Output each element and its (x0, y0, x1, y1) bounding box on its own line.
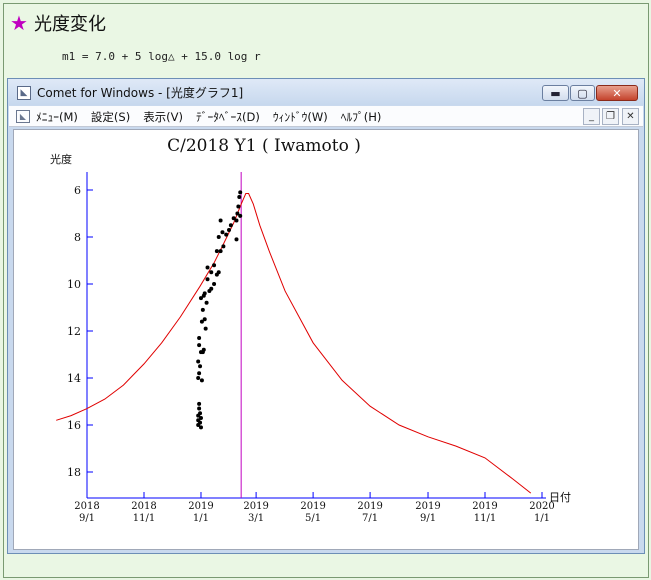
menu-item-menu[interactable]: ﾒﾆｭｰ(M) (36, 110, 78, 124)
observation-point (196, 359, 201, 364)
y-tick-label: 12 (67, 325, 81, 338)
observation-point (203, 326, 208, 331)
menu-item-window[interactable]: ｳｨﾝﾄﾞｳ(W) (272, 110, 328, 124)
observation-point (212, 263, 217, 268)
observation-point (218, 249, 223, 254)
maximize-icon[interactable]: ▢ (570, 85, 595, 101)
observation-point (216, 235, 221, 239)
menu-item-settings[interactable]: 設定(S) (90, 110, 131, 124)
observation-point (238, 213, 243, 218)
x-tick-label-year: 2019 (472, 501, 497, 512)
x-tick-label-year: 2019 (357, 501, 382, 512)
menu-item-database[interactable]: ﾃﾞｰﾀﾍﾞｰｽ(D) (196, 110, 260, 124)
x-tick-label-date: 9/1 (420, 513, 436, 524)
x-tick-label-year: 2018 (131, 501, 156, 512)
x-tick-label-date: 5/1 (305, 513, 321, 524)
x-tick-label-date: 3/1 (248, 513, 264, 524)
heading-text: 光度変化 (34, 14, 106, 35)
observation-point (198, 415, 203, 420)
chart-area: C/2018 Y1 ( Iwamoto ) 光度日付 6 8 10 12 14 16 18 201… (13, 129, 639, 550)
observation-point (234, 218, 239, 223)
observation-point (221, 244, 226, 249)
observation-point (227, 227, 232, 232)
x-tick-label-date: 11/1 (474, 513, 496, 524)
x-tick-label-date: 11/1 (133, 513, 155, 524)
observation-point (209, 270, 214, 275)
observation-point (214, 249, 219, 254)
mdi-restore-button[interactable]: ❐ (602, 108, 619, 125)
observation-point (235, 211, 240, 216)
observation-point (198, 425, 203, 430)
observation-point (237, 195, 242, 200)
x-tick-label-year: 2019 (415, 501, 440, 512)
mdi-minimize-button[interactable]: _ (583, 108, 600, 125)
observation-point (198, 296, 203, 301)
observation-point (236, 204, 241, 209)
x-tick-label-year: 2018 (74, 501, 99, 512)
y-tick-label: 8 (74, 231, 81, 244)
app-window: ◣ Comet for Windows - [光度グラフ1] ▬ ▢ ✕ ◣ ﾒ… (7, 78, 645, 554)
observation-point (234, 237, 239, 242)
y-tick-label: 6 (74, 184, 81, 197)
observation-point (216, 270, 221, 275)
star-icon: ★ (10, 11, 28, 35)
mdi-close-button[interactable]: ✕ (622, 108, 639, 125)
observation-point (224, 232, 229, 237)
observation-point (197, 406, 202, 411)
observation-point (198, 411, 203, 416)
predicted-magnitude-curve (56, 193, 532, 494)
close-icon[interactable]: ✕ (596, 85, 638, 101)
y-tick-label: 14 (67, 372, 81, 385)
observation-point (204, 300, 209, 305)
observation-point (238, 190, 243, 195)
observation-point (220, 230, 225, 235)
observation-point (200, 307, 205, 312)
title-bar[interactable]: ◣ Comet for Windows - [光度グラフ1] ▬ ▢ ✕ (8, 79, 644, 105)
window-title: Comet for Windows - [光度グラフ1] (37, 86, 244, 100)
observation-point (199, 319, 204, 324)
observation-point (202, 317, 207, 322)
observation-point (205, 265, 210, 270)
menu-item-view[interactable]: 表示(V) (143, 110, 184, 124)
x-tick-label-date: 1/1 (534, 513, 550, 524)
x-tick-label-year: 2019 (188, 501, 213, 512)
app-icon[interactable]: ◣ (17, 86, 31, 100)
observation-point (228, 223, 233, 228)
observation-point (205, 277, 210, 282)
observation-point (231, 216, 236, 221)
y-axis-label: 光度 (50, 152, 72, 166)
observation-point (197, 336, 202, 341)
menu-item-help[interactable]: ﾍﾙﾌﾟ(H) (340, 110, 382, 124)
observation-point (197, 371, 202, 376)
y-tick-label: 16 (67, 419, 81, 432)
observation-point (212, 282, 217, 286)
x-tick-label-date: 1/1 (193, 513, 209, 524)
observation-point (198, 420, 203, 425)
observation-point (201, 347, 206, 352)
formula-text: m1 = 7.0 + 5 log△ + 15.0 log r (62, 50, 261, 63)
menu-doc-icon[interactable]: ◣ (16, 110, 30, 123)
observation-point (202, 291, 207, 296)
observation-point (197, 343, 202, 348)
minimize-icon[interactable]: ▬ (542, 85, 569, 101)
observation-point (196, 376, 201, 380)
y-tick-label: 10 (67, 278, 81, 291)
observation-point (218, 218, 223, 223)
observation-point (209, 286, 214, 291)
observation-point (197, 401, 202, 406)
x-tick-label-year: 2019 (243, 501, 268, 512)
x-tick-label-year: 2019 (300, 501, 325, 512)
page-heading: ★ 光度変化 (10, 10, 106, 36)
x-axis-label: 日付 (549, 491, 571, 504)
menu-bar: ◣ ﾒﾆｭｰ(M) 設定(S) 表示(V) ﾃﾞｰﾀﾍﾞｰｽ(D) ｳｨﾝﾄﾞｳ… (9, 106, 643, 127)
x-tick-label-date: 7/1 (362, 513, 378, 524)
y-tick-label: 18 (67, 466, 81, 479)
x-tick-label-date: 9/1 (79, 513, 95, 524)
observation-point (198, 364, 203, 369)
x-tick-label-year: 2020 (529, 501, 554, 512)
chart-title: C/2018 Y1 ( Iwamoto ) (167, 136, 361, 156)
observation-point (199, 378, 204, 383)
